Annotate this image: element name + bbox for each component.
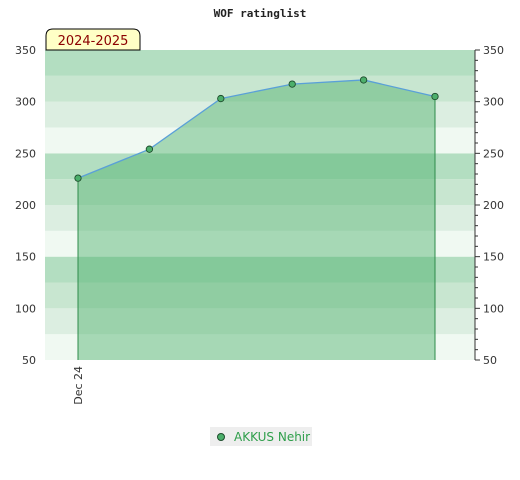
data-point [217, 94, 225, 103]
background-band [45, 50, 475, 76]
y-tick-label-left: 100 [15, 302, 36, 315]
legend: AKKUS Nehir [210, 427, 312, 446]
chart-title: WOF ratinglist [214, 7, 307, 20]
y-tick-label-left: 250 [15, 147, 36, 160]
background-band [45, 334, 475, 360]
data-point [359, 76, 368, 84]
y-tick-label-right: 150 [483, 251, 504, 264]
y-tick-label-left: 300 [15, 96, 36, 109]
plot-background-bands [45, 50, 475, 360]
season-label: 2024-2025 [58, 34, 129, 49]
data-point [431, 92, 439, 101]
series-area-fill [78, 79, 435, 360]
background-band [45, 179, 475, 205]
background-band [45, 256, 475, 283]
season-badge: 2024-2025 [45, 28, 141, 51]
y-tick-label-left: 150 [15, 251, 36, 264]
y-tick-label-left: 350 [15, 44, 36, 57]
y-tick-label-right: 300 [483, 96, 504, 109]
background-band [45, 230, 475, 257]
y-tick-label-right: 50 [483, 354, 497, 367]
background-band [45, 205, 475, 231]
background-band [45, 127, 475, 154]
x-tick-label: Dec 24 [72, 366, 85, 405]
background-band [45, 153, 475, 180]
axes: 50 50 100 100 150 150 200 200 250 250 300 300 350 350… [15, 44, 504, 405]
background-band [45, 101, 475, 128]
y-tick-label-left: 200 [15, 199, 36, 212]
series-marks [74, 76, 439, 182]
y-tick-label-right: 100 [483, 302, 504, 315]
legend-marker-icon [217, 432, 225, 441]
series-area [77, 79, 436, 360]
y-tick-label-left: 50 [22, 354, 36, 367]
legend-series-name: AKKUS Nehir [234, 429, 311, 444]
y-tick-label-right: 250 [483, 147, 504, 160]
data-point [288, 80, 296, 88]
background-band [45, 282, 475, 309]
y-tick-label-right: 200 [483, 199, 504, 212]
data-point [145, 145, 154, 153]
data-point [74, 174, 82, 182]
background-band [45, 308, 475, 335]
y-tick-label-right: 350 [483, 44, 504, 57]
series-line [77, 79, 436, 179]
